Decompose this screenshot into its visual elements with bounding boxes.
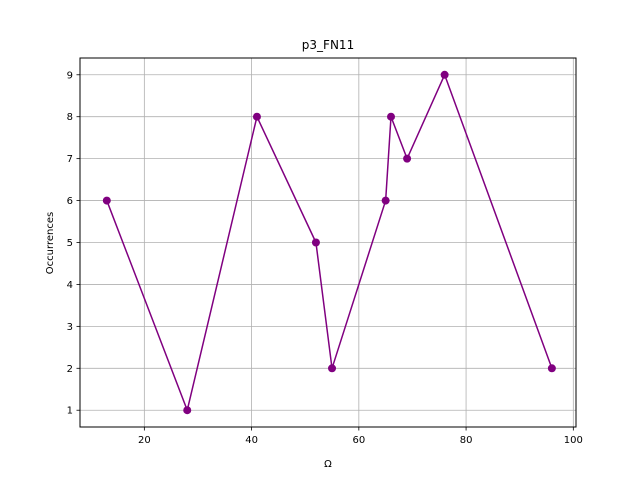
plot-area-frame <box>79 57 577 428</box>
y-tick-label: 7 <box>67 154 73 165</box>
data-point <box>328 364 337 373</box>
y-tick-label: 9 <box>67 70 73 81</box>
x-tick-label: 60 <box>352 435 365 446</box>
series-line <box>106 74 553 411</box>
x-tick-label: 100 <box>564 435 583 446</box>
y-tick-label: 6 <box>67 196 73 207</box>
y-tick-label: 4 <box>67 280 73 291</box>
axis-ticks: 20 40 60 80 100 1 2 3 4 5 6 7 8 9 <box>67 70 583 446</box>
data-point <box>102 196 111 205</box>
x-axis-label: Ω <box>324 459 332 470</box>
x-tick-label: 80 <box>460 435 473 446</box>
y-tick-label: 8 <box>67 112 73 123</box>
data-point <box>387 112 396 121</box>
y-tick-label: 3 <box>67 322 73 333</box>
data-point <box>311 238 320 247</box>
x-tick-label: 20 <box>138 435 151 446</box>
series-layer <box>102 70 556 415</box>
data-point <box>403 154 412 163</box>
x-tick-label: 40 <box>245 435 258 446</box>
data-point <box>252 112 261 121</box>
data-point <box>183 406 192 415</box>
data-point <box>381 196 390 205</box>
data-point <box>547 364 556 373</box>
y-tick-label: 5 <box>67 238 73 249</box>
data-point <box>440 70 449 79</box>
y-tick-label: 1 <box>67 406 73 417</box>
grid <box>80 58 576 427</box>
y-tick-label: 2 <box>67 364 73 375</box>
y-axis-label: Occurrences <box>45 212 56 274</box>
chart-title: p3_FN11 <box>302 38 354 52</box>
